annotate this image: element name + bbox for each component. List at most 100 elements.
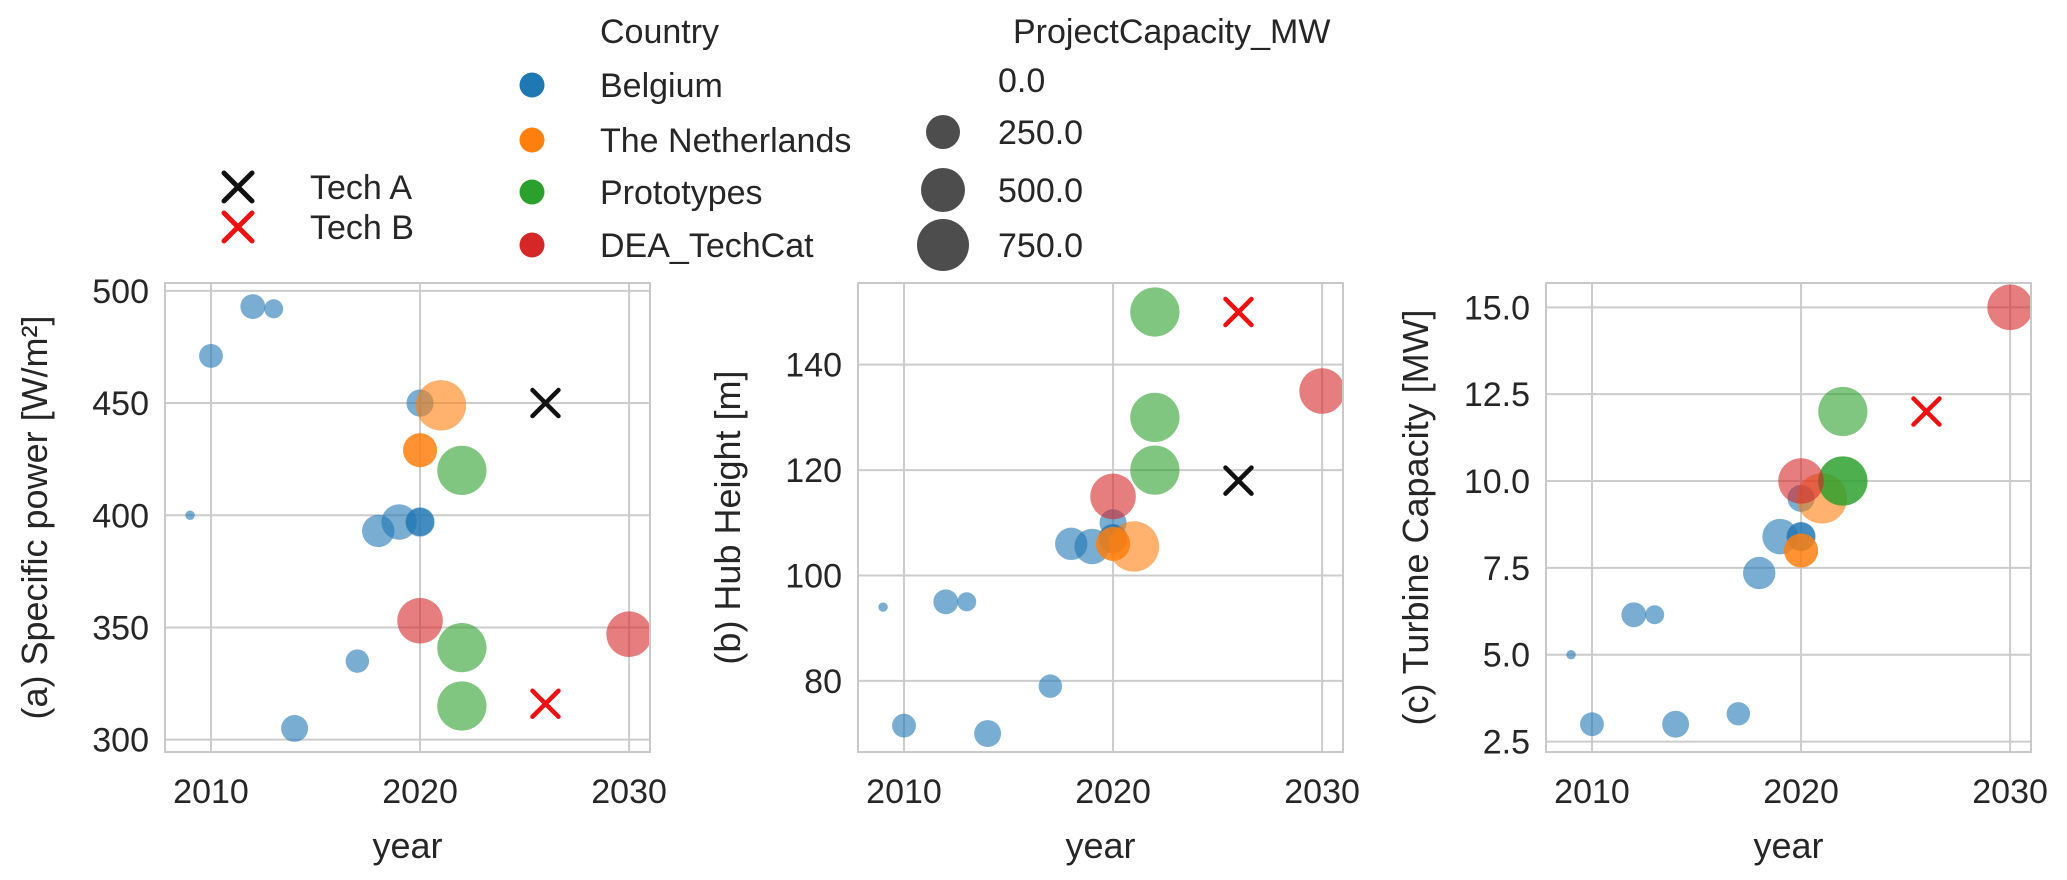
legend-label-size: 250.0 bbox=[998, 114, 1083, 152]
x-tick-label: 2010 bbox=[1554, 773, 1630, 811]
bubble-belgium bbox=[1645, 605, 1665, 625]
bubble-prototypes bbox=[437, 445, 487, 496]
marker-tech-b bbox=[1223, 296, 1254, 328]
x-tick-label: 2020 bbox=[1075, 773, 1151, 811]
bubble-belgium bbox=[878, 602, 888, 612]
bubble-belgium bbox=[405, 507, 435, 537]
bubble-dea-techcat bbox=[1987, 284, 2031, 331]
bubble-the-netherlands bbox=[403, 433, 438, 468]
y-tick-label: 350 bbox=[92, 609, 149, 647]
legend-label-country: Belgium bbox=[600, 67, 723, 105]
y-tick-label: 500 bbox=[92, 273, 149, 311]
y-axis-label-c: (c) Turbine Capacity [MW] bbox=[1395, 309, 1436, 725]
bubble-belgium bbox=[381, 504, 417, 540]
y-axis-label-a: (a) Specific power [W/m²] bbox=[14, 315, 55, 719]
marker-tech-a bbox=[1223, 465, 1254, 496]
legend-label-tech: Tech B bbox=[310, 209, 414, 247]
bubble-the-netherlands bbox=[1784, 533, 1819, 568]
plot-area-b bbox=[878, 287, 1343, 748]
legend-swatch-belgium bbox=[519, 72, 545, 98]
bubble-belgium bbox=[281, 714, 309, 742]
legend-swatch-dea-techcat bbox=[519, 232, 545, 258]
bubble-belgium bbox=[1580, 712, 1604, 737]
x-axis-label-b: year bbox=[1065, 825, 1135, 866]
bubble-prototypes bbox=[437, 623, 487, 673]
legend-label-size: 750.0 bbox=[998, 227, 1083, 265]
bubble-prototypes bbox=[1818, 456, 1868, 506]
bubble-belgium bbox=[240, 294, 266, 319]
y-tick-label: 100 bbox=[785, 557, 842, 595]
legend-swatch-the-netherlands bbox=[519, 127, 545, 153]
y-axis-label-b: (b) Hub Height [m] bbox=[707, 370, 748, 664]
x-tick-label: 2030 bbox=[1972, 773, 2048, 811]
y-tick-label: 7.5 bbox=[1483, 550, 1530, 588]
legend-swatch-prototypes bbox=[519, 179, 545, 205]
legend-label-country: The Netherlands bbox=[600, 122, 851, 160]
legend-label-tech: Tech A bbox=[310, 169, 412, 207]
y-tick-label: 2.5 bbox=[1483, 724, 1530, 762]
bubble-dea-techcat bbox=[1090, 473, 1136, 520]
legend-title-size: ProjectCapacity_MW bbox=[1013, 13, 1330, 51]
bubble-dea-techcat bbox=[1778, 458, 1824, 504]
y-tick-label: 5.0 bbox=[1483, 637, 1530, 675]
marker-tech-b bbox=[1911, 396, 1942, 427]
x-axis-label-c: year bbox=[1753, 825, 1823, 866]
plot-area-c bbox=[1566, 284, 2031, 738]
legend-label-country: Prototypes bbox=[600, 174, 763, 212]
legend-size-swatch bbox=[921, 168, 965, 212]
bubble-belgium bbox=[1038, 674, 1063, 698]
bubble-the-netherlands bbox=[1108, 521, 1160, 572]
bubble-belgium bbox=[957, 592, 977, 612]
bubble-prototypes bbox=[1130, 445, 1180, 495]
legend-size-swatch bbox=[926, 115, 960, 149]
bubble-prototypes bbox=[1818, 386, 1868, 437]
bubble-prototypes bbox=[1130, 287, 1180, 337]
bubble-prototypes bbox=[1130, 392, 1180, 443]
bubble-prototypes bbox=[437, 681, 487, 731]
legend-marker-tech-b bbox=[221, 210, 255, 244]
x-tick-label: 2020 bbox=[1763, 773, 1839, 811]
legend-title-country: Country bbox=[600, 13, 719, 51]
bubble-belgium bbox=[1662, 710, 1690, 738]
legend-label-size: 0.0 bbox=[998, 62, 1045, 100]
plot-area-a bbox=[185, 294, 650, 742]
x-axis-label-a: year bbox=[372, 825, 442, 866]
y-tick-label: 450 bbox=[92, 385, 149, 423]
y-tick-label: 10.0 bbox=[1464, 463, 1530, 501]
bubble-dea-techcat bbox=[397, 597, 443, 644]
legend-label-size: 500.0 bbox=[998, 172, 1083, 210]
y-tick-label: 12.5 bbox=[1464, 376, 1530, 414]
x-tick-label: 2030 bbox=[591, 773, 667, 811]
bubble-dea-techcat bbox=[1299, 368, 1343, 414]
bubble-belgium bbox=[1566, 650, 1576, 660]
y-tick-label: 140 bbox=[785, 347, 842, 385]
bubble-belgium bbox=[1621, 602, 1647, 628]
y-tick-label: 300 bbox=[92, 722, 149, 760]
plot-border-b bbox=[857, 282, 1344, 753]
y-tick-label: 80 bbox=[804, 663, 842, 701]
marker-tech-b bbox=[530, 688, 561, 720]
x-tick-label: 2010 bbox=[173, 773, 249, 811]
plot-border-c bbox=[1545, 282, 2032, 753]
plot-border-a bbox=[164, 282, 651, 753]
bubble-belgium bbox=[199, 344, 223, 368]
marker-tech-a bbox=[530, 387, 561, 419]
bubble-belgium bbox=[933, 589, 959, 615]
x-tick-label: 2020 bbox=[382, 773, 458, 811]
bubble-the-netherlands bbox=[415, 380, 467, 431]
legend-size-swatch bbox=[917, 219, 969, 271]
x-tick-label: 2030 bbox=[1284, 773, 1360, 811]
legend-marker-tech-a bbox=[221, 170, 255, 204]
bubble-belgium bbox=[345, 649, 370, 673]
y-tick-label: 15.0 bbox=[1464, 289, 1530, 327]
y-tick-label: 120 bbox=[785, 452, 842, 490]
bubble-belgium bbox=[264, 299, 284, 319]
bubble-dea-techcat bbox=[606, 611, 650, 657]
y-tick-label: 400 bbox=[92, 497, 149, 535]
legend-label-country: DEA_TechCat bbox=[600, 227, 814, 265]
bubble-belgium bbox=[892, 713, 916, 738]
bubble-belgium bbox=[1726, 702, 1751, 726]
bubble-belgium bbox=[185, 510, 195, 520]
